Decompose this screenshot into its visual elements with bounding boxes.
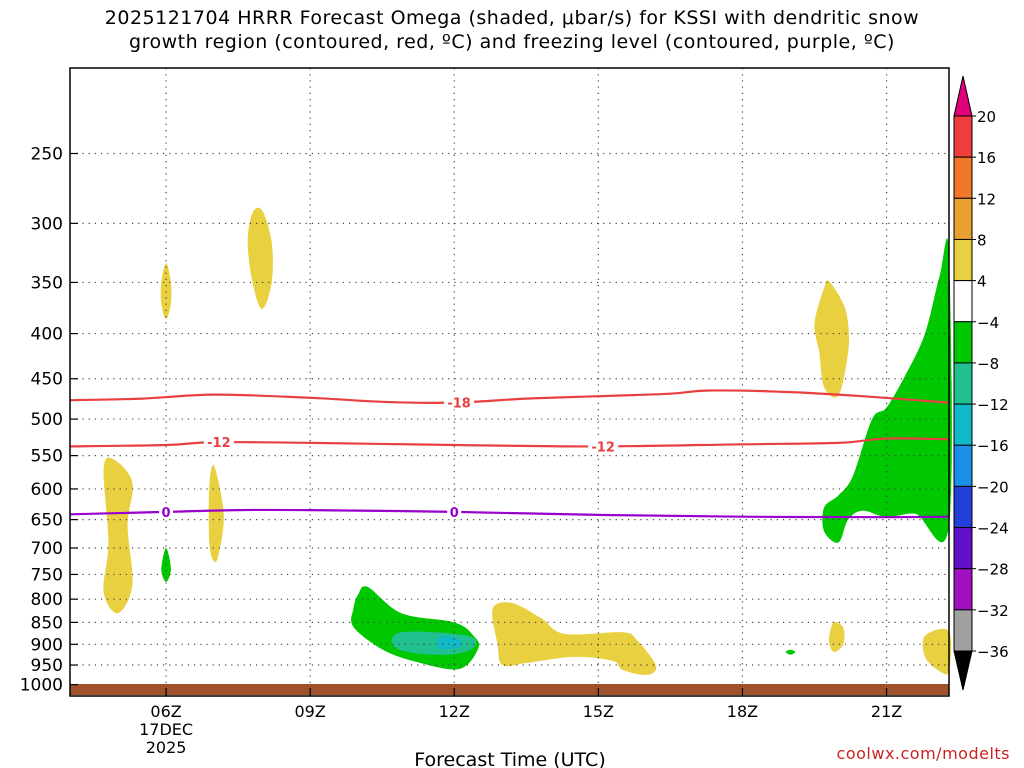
ground-strip — [70, 684, 949, 695]
x-tick-label-12Z: 12Z — [439, 702, 470, 721]
omega-region-2 — [103, 457, 133, 614]
colorbar-segment-2 — [953, 197, 973, 240]
y-tick-label-250: 250 — [31, 144, 63, 164]
colorbar-bottom-arrow — [953, 650, 973, 691]
contour-label-bg-2 — [588, 439, 619, 454]
colorbar-label-5: −4 — [977, 314, 999, 332]
x-tick-label-06Z: 06Z — [150, 702, 181, 721]
pressure-axis: 2503003504004505005506006507007508008509… — [20, 144, 78, 696]
y-tick-label-1000: 1000 — [20, 676, 63, 696]
y-tick-label-950: 950 — [31, 656, 63, 676]
contour-label-4: 0 — [450, 506, 459, 521]
y-tick-label-350: 350 — [31, 273, 63, 293]
colorbar-segment-6 — [953, 362, 973, 405]
colorbar-label-0: 20 — [977, 108, 996, 126]
y-tick-label-600: 600 — [31, 480, 63, 500]
x-tick-sublabel-1: 2025 — [146, 738, 187, 757]
credit-text: coolwx.com/modelts — [836, 744, 1010, 763]
omega-region-13 — [822, 238, 952, 543]
y-tick-label-450: 450 — [31, 370, 63, 390]
colorbar-label-12: −32 — [977, 602, 1009, 620]
contour-label-bg-1 — [203, 435, 234, 450]
contour-line-0 — [69, 389, 950, 404]
plot-frame — [69, 67, 950, 697]
x-tick-label-15Z: 15Z — [583, 702, 614, 721]
colorbar-label-1: 16 — [977, 149, 996, 167]
omega-region-7 — [922, 628, 952, 675]
contour-layer: -18 -12 -12 0 0 — [69, 389, 950, 521]
omega-region-10 — [391, 631, 477, 655]
colorbar-label-11: −28 — [977, 561, 1009, 579]
colorbar-segment-0 — [953, 115, 973, 158]
contour-label-0: -18 — [447, 396, 471, 411]
omega-region-3 — [208, 464, 224, 563]
x-tick-label-18Z: 18Z — [727, 702, 758, 721]
colorbar-label-6: −8 — [977, 355, 999, 373]
colorbar-label-8: −16 — [977, 437, 1009, 455]
colorbar-label-4: 4 — [977, 273, 987, 291]
omega-shading-layer — [103, 207, 952, 676]
colorbar-segment-7 — [953, 403, 973, 446]
colorbar-top-arrow — [953, 75, 973, 117]
colorbar-segment-10 — [953, 527, 973, 570]
x-tick-sublabel-0: 17DEC — [139, 720, 193, 739]
colorbar-segment-12 — [953, 609, 973, 652]
title-line-1: 2025121704 HRRR Forecast Omega (shaded, … — [104, 7, 920, 29]
x-axis-label: Forecast Time (UTC) — [414, 749, 605, 768]
omega-region-1 — [247, 207, 273, 309]
y-tick-label-700: 700 — [31, 539, 63, 559]
contour-line-1 — [69, 437, 950, 448]
x-tick-label-21Z: 21Z — [871, 702, 902, 721]
contour-line-3 — [69, 508, 950, 519]
colorbar-label-7: −12 — [977, 396, 1009, 414]
omega-region-4 — [814, 280, 850, 398]
chart-title: 2025121704 HRRR Forecast Omega (shaded, … — [0, 6, 1024, 54]
colorbar-segment-3 — [953, 238, 973, 282]
colorbar-segment-5 — [953, 321, 973, 364]
colorbar-label-9: −20 — [977, 478, 1009, 496]
contour-label-2: -12 — [591, 440, 615, 455]
contour-label-bg-3 — [159, 504, 174, 519]
colorbar-label-2: 12 — [977, 190, 996, 208]
plot-background — [70, 68, 949, 696]
y-tick-label-400: 400 — [31, 325, 63, 345]
y-tick-label-500: 500 — [31, 410, 63, 430]
y-tick-label-800: 800 — [31, 590, 63, 610]
y-tick-label-650: 650 — [31, 511, 63, 531]
grid-layer — [70, 68, 949, 696]
colorbar-label-13: −36 — [977, 643, 1009, 661]
y-tick-label-850: 850 — [31, 613, 63, 633]
omega-region-0 — [160, 263, 172, 319]
colorbar-segment-9 — [953, 485, 973, 529]
title-line-2: growth region (contoured, red, ºC) and f… — [129, 31, 895, 53]
colorbar-segment-8 — [953, 444, 973, 487]
colorbar-label-10: −24 — [977, 520, 1009, 538]
contour-label-bg-4 — [447, 504, 462, 519]
colorbar-segment-11 — [953, 568, 973, 611]
omega-region-11 — [437, 636, 462, 650]
x-tick-label-09Z: 09Z — [294, 702, 325, 721]
omega-region-5 — [492, 602, 657, 676]
y-tick-label-550: 550 — [31, 447, 63, 467]
colorbar-label-3: 8 — [977, 231, 987, 249]
colorbar: 20 16 12 8 4 −4 −8 −12 −16 −20 −24 −28 −32 −36 — [953, 75, 1009, 691]
colorbar-segment-1 — [953, 156, 973, 199]
contour-label-bg-0 — [444, 395, 475, 410]
colorbar-segment-4 — [953, 280, 973, 323]
y-tick-label-900: 900 — [31, 635, 63, 655]
contour-label-1: -12 — [207, 436, 231, 451]
omega-region-12 — [785, 649, 796, 655]
contour-label-3: 0 — [162, 506, 171, 521]
y-tick-label-300: 300 — [31, 214, 63, 234]
y-tick-label-750: 750 — [31, 565, 63, 585]
